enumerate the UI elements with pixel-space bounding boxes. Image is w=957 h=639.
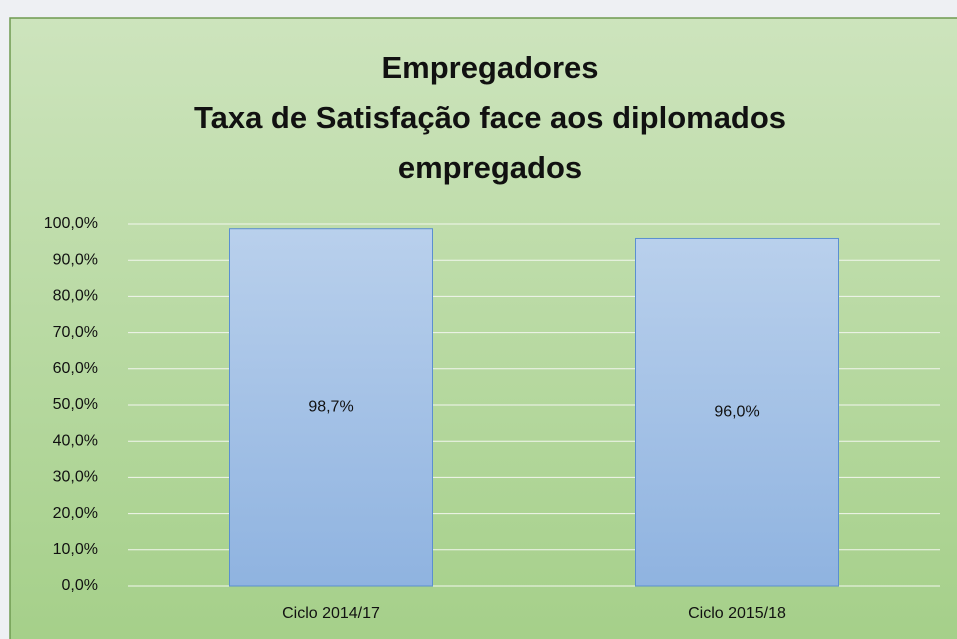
chart-title: Empregadores	[381, 50, 598, 85]
x-tick-label: Ciclo 2014/17	[282, 605, 380, 622]
y-tick-label: 40,0%	[53, 432, 98, 449]
y-tick-label: 80,0%	[53, 288, 98, 305]
y-tick-label: 50,0%	[53, 396, 98, 413]
bar	[635, 237, 839, 587]
x-tick-label: Ciclo 2015/18	[688, 605, 786, 622]
y-tick-label: 70,0%	[53, 324, 98, 341]
chart-title: Taxa de Satisfação face aos diplomados	[194, 100, 786, 135]
y-tick-label: 10,0%	[53, 541, 98, 558]
y-tick-label: 60,0%	[53, 360, 98, 377]
y-tick-label: 90,0%	[53, 251, 98, 268]
data-label: 98,7%	[308, 399, 353, 416]
chart-title: empregados	[398, 150, 582, 185]
data-label: 96,0%	[714, 403, 759, 420]
y-tick-label: 100,0%	[44, 215, 98, 232]
y-tick-label: 0,0%	[62, 577, 98, 594]
bar	[229, 228, 433, 587]
y-tick-label: 20,0%	[53, 505, 98, 522]
y-tick-label: 30,0%	[53, 469, 98, 486]
